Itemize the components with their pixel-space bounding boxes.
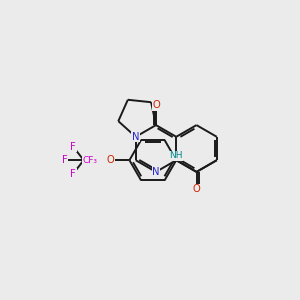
Text: F: F [70, 142, 76, 152]
Text: F: F [70, 169, 76, 179]
Text: O: O [193, 184, 200, 194]
Text: N: N [132, 132, 140, 142]
Text: N: N [152, 167, 160, 177]
Text: F: F [62, 155, 68, 165]
Text: NH: NH [169, 151, 183, 160]
Text: CF₃: CF₃ [82, 156, 97, 165]
Text: O: O [152, 100, 160, 110]
Text: O: O [106, 155, 114, 165]
